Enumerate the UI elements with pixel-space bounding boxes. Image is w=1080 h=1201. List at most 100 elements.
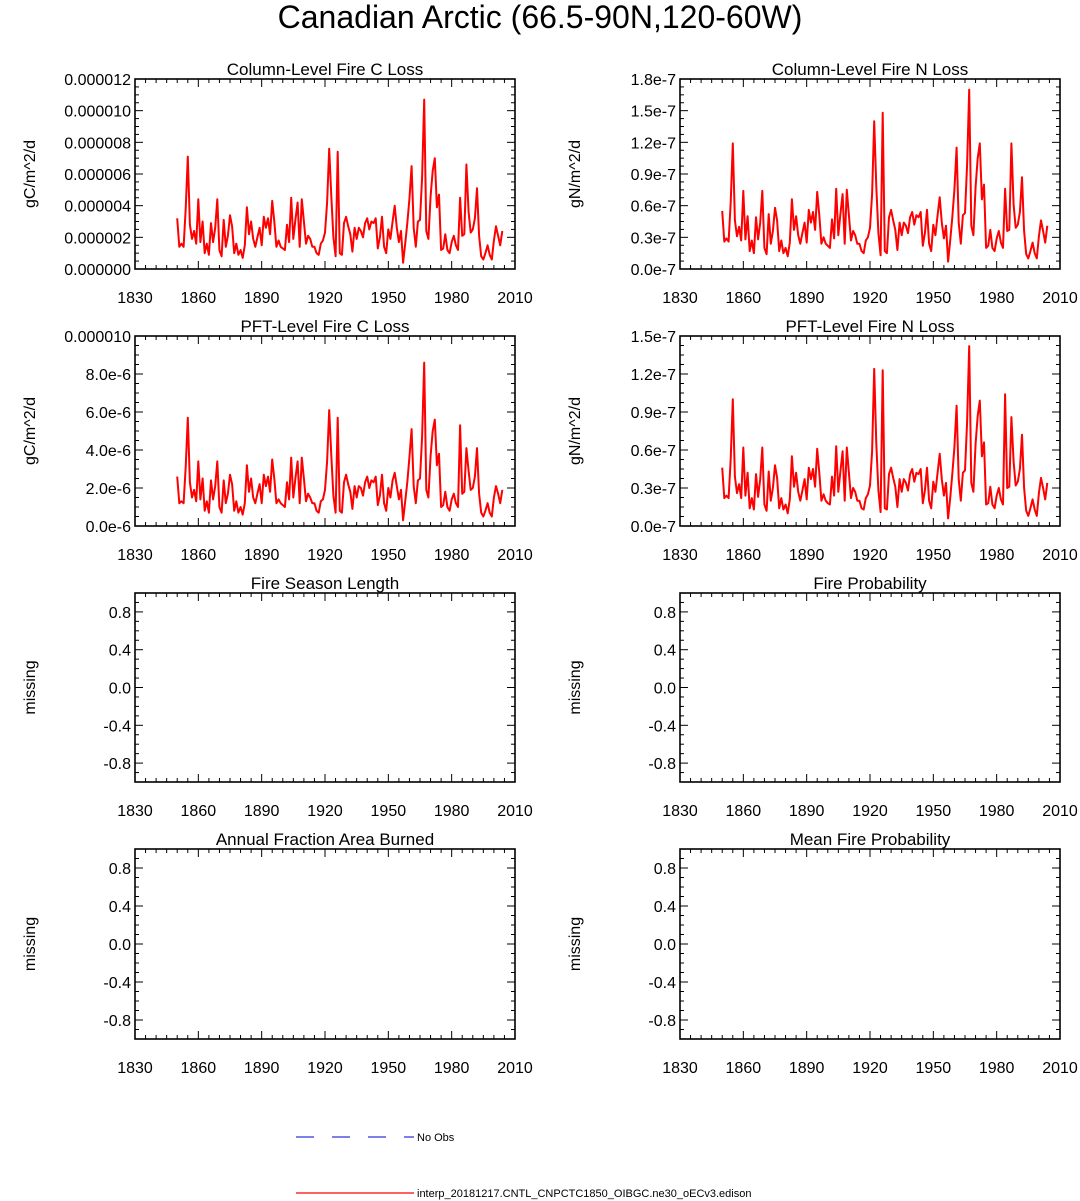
x-tick-label: 1860 [181, 290, 217, 307]
series-line [721, 88, 1049, 263]
y-tick-label: 0.000002 [64, 230, 131, 247]
y-tick-label: 4.0e-6 [86, 443, 131, 460]
y-tick-label: 2.0e-6 [86, 481, 131, 498]
legend-item-model-run: interp_20181217.CNTL_CNPCTC1850_OIBGC.ne… [296, 1188, 751, 1200]
x-tick-label: 1950 [916, 1060, 952, 1077]
x-tick-label: 1830 [662, 290, 698, 307]
y-tick-label: 0.0e-7 [631, 262, 676, 279]
y-tick-label: -0.4 [103, 718, 131, 735]
y-tick-label: 6.0e-6 [86, 405, 131, 422]
y-axis-label: missing [22, 917, 39, 971]
y-axis-label: gC/m^2/d [22, 397, 39, 465]
plot-frame [134, 848, 516, 1040]
x-tick-label: 1950 [916, 547, 952, 564]
y-tick-label: 0.4 [654, 643, 676, 660]
x-tick-label: 1860 [726, 547, 762, 564]
y-tick-label: 0.0e-6 [86, 519, 131, 536]
legend-label-no-obs: No Obs [417, 1132, 455, 1144]
chart-fire-season-length: Fire Season Length missing 1830 1860 1890 192… [22, 574, 533, 820]
panel-title: Column-Level Fire N Loss [772, 60, 969, 79]
y-axis-label: gN/m^2/d [567, 140, 584, 208]
x-tick-label: 1980 [434, 290, 470, 307]
y-tick-label: 0.000006 [64, 167, 131, 184]
y-tick-label: 0.000004 [64, 199, 131, 216]
x-tick-label: 1860 [726, 803, 762, 820]
y-tick-label: -0.8 [648, 756, 676, 773]
x-tick-label: 2010 [497, 290, 533, 307]
series-line [721, 345, 1049, 520]
x-tick-label: 2010 [1042, 547, 1078, 564]
y-axis-label: missing [567, 660, 584, 714]
x-tick-label: 1920 [852, 1060, 888, 1077]
x-tick-label: 1890 [789, 290, 825, 307]
x-tick-label: 1920 [852, 547, 888, 564]
x-tick-label: 1980 [434, 803, 470, 820]
x-tick-label: 1920 [307, 547, 343, 564]
x-tick-label: 2010 [497, 1060, 533, 1077]
y-tick-label: 0.8 [109, 861, 131, 878]
panel-title: Mean Fire Probability [790, 830, 951, 849]
x-tick-label: 1830 [662, 547, 698, 564]
y-tick-label: -0.8 [103, 756, 131, 773]
x-tick-label: 1890 [244, 290, 280, 307]
x-tick-label: 1920 [852, 290, 888, 307]
y-tick-label: -0.4 [648, 718, 676, 735]
x-tick-label: 1980 [979, 803, 1015, 820]
y-tick-label: 0.4 [654, 899, 676, 916]
y-tick-label: 0.4 [109, 899, 131, 916]
y-axis-label: missing [567, 917, 584, 971]
chart-column-level-fire-c-loss: Column-Level Fire C Loss gC/m^2/d 1830 1860… [22, 60, 533, 307]
chart-annual-fraction-area-burned: Annual Fraction Area Burned missing 1830 18… [22, 830, 533, 1077]
x-tick-label: 1920 [307, 803, 343, 820]
x-tick-label: 1980 [434, 547, 470, 564]
x-tick-label: 1830 [117, 803, 153, 820]
y-axis-label: gN/m^2/d [567, 397, 584, 465]
x-tick-label: 1980 [434, 1060, 470, 1077]
x-tick-label: 1950 [371, 290, 407, 307]
y-tick-label: 0.4 [109, 643, 131, 660]
x-tick-label: 1980 [979, 547, 1015, 564]
series-line [176, 361, 504, 522]
y-tick-label: 0.8 [654, 605, 676, 622]
x-tick-label: 1890 [789, 547, 825, 564]
x-tick-label: 2010 [497, 803, 533, 820]
chart-column-level-fire-n-loss: Column-Level Fire N Loss gN/m^2/d 1830 1860… [567, 60, 1078, 307]
panel-title: PFT-Level Fire C Loss [240, 317, 409, 336]
legend: No Obs interp_20181217.CNTL_CNPCTC1850_O… [296, 1132, 751, 1200]
panel-title: PFT-Level Fire N Loss [785, 317, 954, 336]
y-tick-label: 0.000000 [64, 262, 131, 279]
y-tick-label: 0.6e-7 [631, 199, 676, 216]
x-tick-label: 1920 [307, 290, 343, 307]
legend-item-no-obs: No Obs [296, 1132, 455, 1144]
y-tick-label: 0.000010 [64, 104, 131, 121]
x-tick-label: 1860 [181, 1060, 217, 1077]
panel-title: Column-Level Fire C Loss [227, 60, 424, 79]
x-tick-label: 1830 [662, 1060, 698, 1077]
x-tick-label: 1860 [181, 547, 217, 564]
y-tick-label: -0.4 [648, 975, 676, 992]
x-tick-label: 1890 [244, 547, 280, 564]
y-tick-label: 0.6e-7 [631, 443, 676, 460]
x-tick-label: 1830 [117, 1060, 153, 1077]
y-tick-label: -0.4 [103, 975, 131, 992]
y-tick-label: 0.9e-7 [631, 167, 676, 184]
x-tick-label: 2010 [1042, 290, 1078, 307]
y-tick-label: 0.3e-7 [631, 481, 676, 498]
y-tick-label: 1.5e-7 [631, 329, 676, 346]
x-tick-label: 1950 [916, 290, 952, 307]
y-tick-label: 0.9e-7 [631, 405, 676, 422]
x-tick-label: 2010 [1042, 1060, 1078, 1077]
x-tick-label: 1950 [371, 803, 407, 820]
y-tick-label: 0.3e-7 [631, 230, 676, 247]
y-tick-label: 8.0e-6 [86, 367, 131, 384]
plot-frame [679, 592, 1061, 783]
y-tick-label: 1.5e-7 [631, 104, 676, 121]
x-tick-label: 1860 [181, 803, 217, 820]
x-tick-label: 1890 [244, 1060, 280, 1077]
legend-label-model-run: interp_20181217.CNTL_CNPCTC1850_OIBGC.ne… [417, 1188, 751, 1200]
x-tick-label: 1980 [979, 1060, 1015, 1077]
x-tick-label: 1890 [789, 1060, 825, 1077]
x-tick-label: 1830 [662, 803, 698, 820]
chart-panels: Column-Level Fire C Loss gC/m^2/d 1830 1860… [22, 60, 1078, 1077]
